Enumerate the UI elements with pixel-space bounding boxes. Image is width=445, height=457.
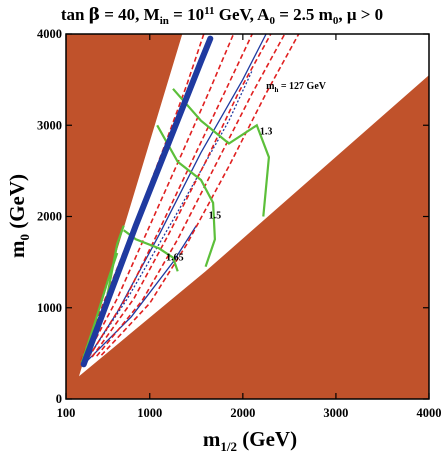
x-tick-label-5: 4000 [417,406,442,420]
relic-thin-line-2 [83,225,197,365]
title-part-a: tan [61,5,89,24]
title-beta: β [89,5,100,25]
higgs-label-rest: = 127 GeV [278,81,326,92]
higgs-mass-contours [80,34,300,361]
higgs-contour-1 [80,34,205,361]
higgs-contour-5 [96,34,286,357]
higgs-mass-label: mh = 127 GeV [266,81,327,94]
x-tick-label-3: 2000 [230,406,255,420]
higgs-label-m: m [266,81,275,92]
y-tick-label-4: 3000 [37,118,62,132]
x-axis-label-unit: (GeV) [237,427,297,451]
relic-density-band [80,35,214,368]
excluded-regions [66,34,429,399]
axis-ticks: 100 1000 2000 3000 4000 0 1000 2000 3000 4000 [37,27,442,420]
bsmumu-label-1: 1.3 [260,126,273,137]
excluded-region-2 [79,75,429,399]
higgs-contour-6 [100,34,300,356]
title-part-e: = 2.5 m [275,5,333,24]
title-part-c: = 10 [169,5,204,24]
x-axis-label-m: m [203,427,221,451]
title-sub-zero-2: 0 [333,15,339,27]
y-tick-label-5: 4000 [37,27,62,41]
y-axis-label-sub: 0 [17,234,32,241]
bsmumu-contour-labels: 1.3 1.5 1.65 [166,126,272,263]
bsmumu-contour-5 [80,252,119,363]
higgs-mass-label-text: mh = 127 GeV [266,81,327,94]
y-tick-label-2: 1000 [37,301,62,315]
bsmumu-label-3: 1.65 [166,252,184,263]
y-tick-label-3: 2000 [37,210,62,224]
x-tick-label-4: 3000 [323,406,348,420]
title-sub-zero: 0 [269,15,275,27]
bsmumu-contour-2 [156,124,217,268]
excluded-region-1 [66,34,183,399]
x-tick-label-1: 100 [57,406,76,420]
title-exp: 11 [204,5,214,17]
bsmumu-label-2: 1.5 [209,210,222,221]
x-axis-label-sub: 1/2 [220,439,237,454]
relic-thin-line-3 [83,70,253,365]
plot-area [66,34,429,399]
title-part-f: , μ > 0 [338,5,383,24]
higgs-contour-3 [87,34,253,359]
higgs-contour-2 [83,34,235,361]
y-axis-label-m: m [5,240,29,258]
chart-title: tan β = 40, Min = 1011 GeV, A0 = 2.5 m0,… [61,5,383,27]
x-tick-label-2: 1000 [137,406,162,420]
y-axis-label-unit: (GeV) [5,174,29,234]
bsmumu-contour-1 [172,88,271,217]
title-part-b: = 40, M [100,5,160,24]
x-axis-label: m1/2 (GeV) [203,427,297,454]
title-part-d: GeV, A [215,5,271,24]
relic-band-line [80,35,214,368]
higgs-contour-4 [91,34,272,358]
higgs-label-sub: h [274,86,278,94]
y-axis-label: m0 (GeV) [5,174,32,258]
title-sub-in: in [160,15,169,27]
y-tick-label-1: 0 [56,392,62,406]
